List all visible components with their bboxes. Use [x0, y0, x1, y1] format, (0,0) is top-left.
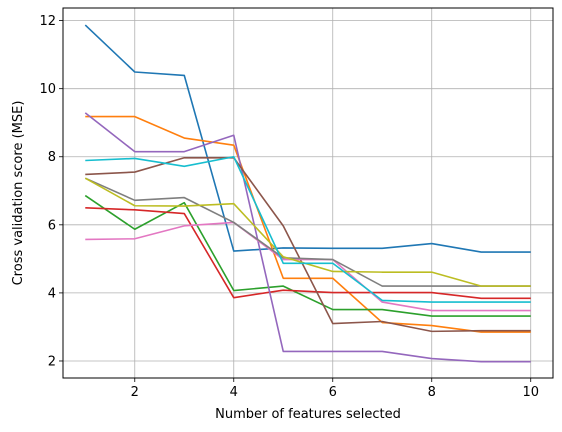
ticks: 2 4 6 8 10 2 4 6 8 10 12	[39, 14, 539, 400]
x-axis-label: Number of features selected	[215, 407, 401, 422]
y-tick-label-3: 8	[48, 150, 56, 165]
series-line-3	[84, 194, 531, 317]
y-tick-label-0: 2	[48, 354, 56, 369]
y-axis-label: Cross validation score (MSE)	[11, 101, 26, 286]
series-line-9	[84, 177, 531, 287]
y-tick-label-1: 4	[48, 286, 56, 301]
x-tick-label-3: 8	[428, 385, 436, 400]
series-line-4	[85, 207, 531, 300]
x-tick-label-1: 4	[230, 385, 238, 400]
plot-frame	[62, 7, 554, 379]
series-line-10	[85, 155, 531, 303]
y-tick-label-5: 12	[39, 14, 56, 29]
series-line-8	[84, 177, 531, 287]
grid	[63, 8, 553, 378]
series-line-2	[85, 115, 531, 333]
y-tick-label-4: 10	[39, 82, 56, 97]
series-line-6	[85, 156, 531, 333]
series-line-5	[84, 112, 531, 363]
series-lines	[84, 24, 531, 363]
x-tick-label-2: 6	[329, 385, 337, 400]
y-tick-label-2: 6	[48, 218, 56, 233]
x-tick-label-0: 2	[131, 385, 139, 400]
x-tick-label-4: 10	[522, 385, 539, 400]
series-line-7	[85, 221, 531, 312]
series-line-1	[84, 24, 531, 253]
